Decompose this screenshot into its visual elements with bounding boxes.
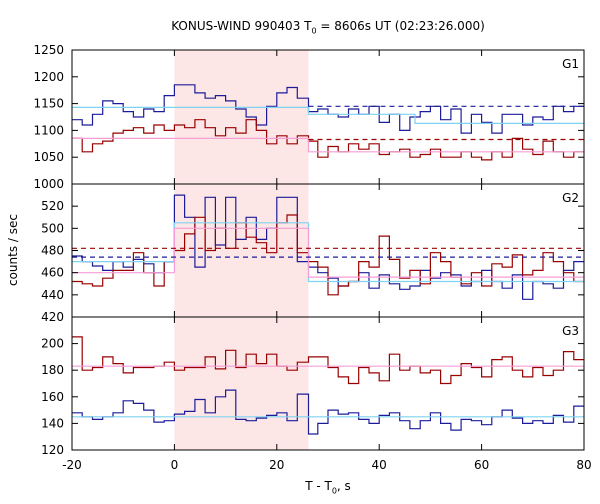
highlight-interval xyxy=(174,50,309,450)
y-tick-label: 1200 xyxy=(33,70,64,84)
panel-g2-frame xyxy=(71,183,585,318)
y-tick-label: 140 xyxy=(41,416,64,430)
y-tick-label: 500 xyxy=(41,221,64,235)
y-tick-label: 520 xyxy=(41,199,64,213)
y-tick-label: 1150 xyxy=(33,97,64,111)
x-axis-label: T - T0, s xyxy=(305,479,351,496)
panel-g1-series-3 xyxy=(72,137,584,153)
y-tick-label: 1050 xyxy=(33,150,64,164)
y-tick-label: 480 xyxy=(41,244,64,258)
y-axis-label: counts / sec xyxy=(6,213,20,287)
y-tick-label: 160 xyxy=(41,390,64,404)
panel-g1-frame xyxy=(71,49,585,185)
x-tick-label: 80 xyxy=(576,458,591,472)
panel-g3-frame xyxy=(71,316,585,451)
panel-g2-series-2 xyxy=(72,222,584,283)
y-tick-label: 1100 xyxy=(33,123,64,137)
x-tick-label: 0 xyxy=(171,458,179,472)
y-tick-label: 120 xyxy=(41,443,64,457)
panel-g2-series-1 xyxy=(72,214,584,296)
x-tick-label: 40 xyxy=(372,458,387,472)
y-tick-label: 1250 xyxy=(33,43,64,57)
panel-label-g2: G2 xyxy=(562,191,579,205)
y-tick-label: 460 xyxy=(41,266,64,280)
panel-label-g3: G3 xyxy=(562,324,579,338)
x-tick-label: -20 xyxy=(62,458,82,472)
y-tick-label: 440 xyxy=(41,288,64,302)
x-tick-label: 20 xyxy=(269,458,284,472)
panel-g2-series-3 xyxy=(72,227,584,278)
panel-g1-series-2 xyxy=(72,106,584,125)
panel-g1-series-0 xyxy=(72,84,584,134)
chart-title: KONUS-WIND 990403 T0 = 8606s UT (02:23:2… xyxy=(171,19,485,36)
panel-label-g1: G1 xyxy=(562,57,579,71)
panel-g3-series-1 xyxy=(72,336,584,385)
y-tick-label: 1000 xyxy=(33,177,64,191)
y-tick-label: 420 xyxy=(41,310,64,324)
y-tick-label: 180 xyxy=(41,363,64,377)
y-tick-label: 200 xyxy=(41,337,64,351)
panel-g3-series-0 xyxy=(72,389,584,435)
x-tick-label: 60 xyxy=(474,458,489,472)
